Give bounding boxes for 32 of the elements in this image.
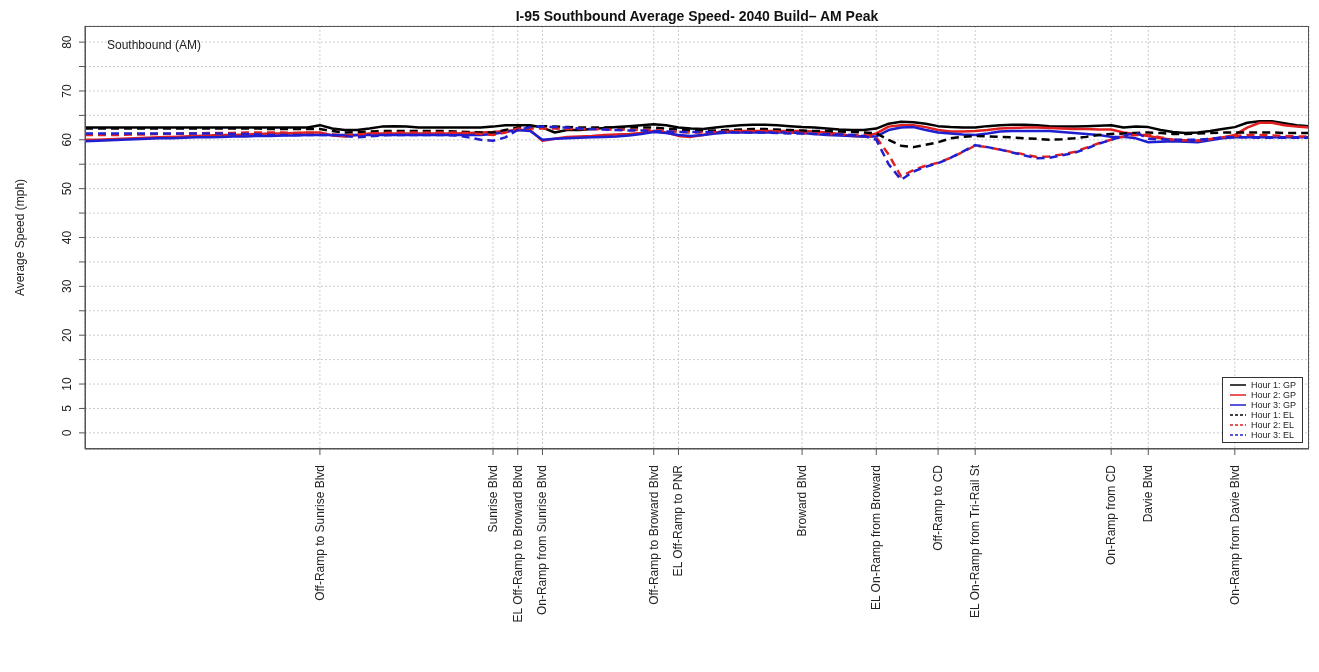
legend-label: Hour 3: EL [1250,430,1294,440]
x-tick-label: Broward Blvd [795,465,810,537]
x-tick-label: Sunrise Blvd [486,465,500,533]
y-tick-label: 40 [60,230,74,245]
x-tick-label: EL On-Ramp from Broward [869,465,884,610]
y-tick-label: 5 [60,404,74,412]
annotation: Southbound (AM) [107,38,202,52]
x-tick-label: EL On-Ramp from Tri-Rail St [968,464,983,618]
y-tick-label: 20 [60,328,74,342]
legend-label: Hour 2: GP [1250,390,1296,400]
x-tick-label: EL Off-Ramp to Broward Blvd [510,465,525,623]
legend-label: Hour 1: GP [1250,380,1296,390]
x-tick-label: Davie Blvd [1141,465,1156,523]
y-tick-label: 0 [60,429,74,437]
legend-label: Hour 3: GP [1250,400,1296,410]
y-tick-label: 60 [60,132,74,147]
y-tick-label: 50 [60,181,74,196]
y-tick-label: 70 [60,83,74,98]
legend-label: Hour 2: EL [1250,420,1294,430]
y-tick-label: 10 [60,377,74,391]
legend-label: Hour 1: EL [1250,410,1294,420]
x-tick-label: On-Ramp from CD [1104,464,1119,566]
y-tick-label: 80 [60,35,74,49]
x-tick-label: Off-Ramp to CD [931,464,946,551]
chart-title: I-95 Southbound Average Speed- 2040 Build– AM Peak [514,8,880,24]
x-tick-label: EL Off-Ramp to PNR [671,464,686,577]
y-tick-label: 30 [60,279,74,294]
x-tick-label: On-Ramp from Sunrise Blvd [535,465,550,616]
x-tick-label: On-Ramp from Davie Blvd [1227,465,1242,606]
y-axis-title: Average Speed (mph) [13,178,28,297]
x-tick-label: Off-Ramp to Broward Blvd [646,465,661,605]
x-tick-label: Off-Ramp to Sunrise Blvd [312,465,327,601]
